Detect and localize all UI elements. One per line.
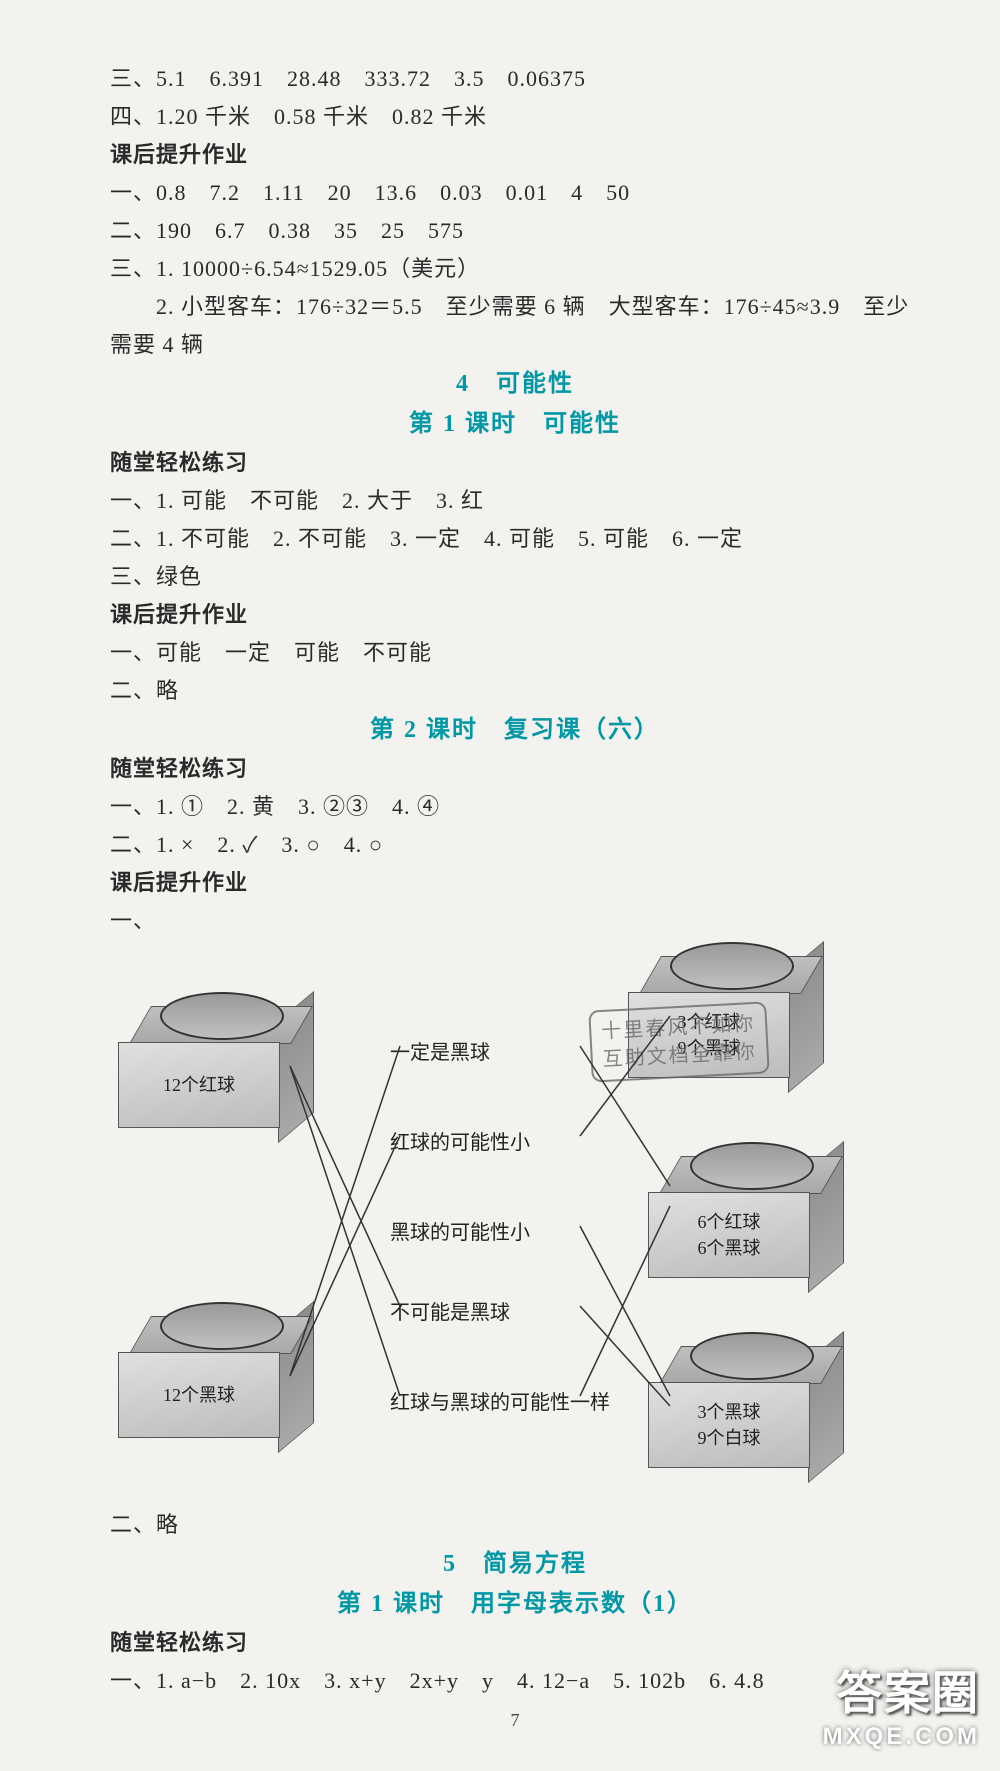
text-line: 三、绿色 (110, 558, 920, 596)
text-line: 一、可能 一定 可能 不可能 (110, 634, 920, 672)
text-line: 三、5.1 6.391 28.48 333.72 3.5 0.06375 (110, 60, 920, 98)
lesson-heading: 第 1 课时 用字母表示数（1） (110, 1584, 920, 1624)
text-line: 一、1. 可能 不可能 2. 大于 3. 红 (110, 482, 920, 520)
page-number: 7 (110, 1710, 920, 1731)
text-line: 二、1. × 2. ✓ 3. ○ 4. ○ (110, 826, 920, 864)
section-title: 随堂轻松练习 (110, 1624, 920, 1662)
page: 三、5.1 6.391 28.48 333.72 3.5 0.06375 四、1… (0, 0, 1000, 1771)
section-title: 随堂轻松练习 (110, 750, 920, 788)
text-line: 一、1. ① 2. 黄 3. ②③ 4. ④ (110, 788, 920, 826)
matching-diagram: 12个红球12个黑球3个红球9个黑球6个红球6个黑球3个黑球9个白球一定是黑球红… (110, 946, 910, 1506)
lesson-heading: 第 2 课时 复习课（六） (110, 710, 920, 750)
section-title: 课后提升作业 (110, 136, 920, 174)
lesson-heading: 第 1 课时 可能性 (110, 404, 920, 444)
text-line: 二、1. 不可能 2. 不可能 3. 一定 4. 可能 5. 可能 6. 一定 (110, 520, 920, 558)
text-line: 一、0.8 7.2 1.11 20 13.6 0.03 0.01 4 50 (110, 174, 920, 212)
watermark-url: MXQE.COM (823, 1723, 980, 1751)
watermark-text: 答案圈 (823, 1657, 980, 1723)
text-line: 二、略 (110, 1506, 920, 1544)
section-title: 课后提升作业 (110, 596, 920, 634)
connection-lines (110, 946, 910, 1506)
watermark: 答案圈 MXQE.COM (823, 1657, 980, 1751)
text-line: 二、略 (110, 672, 920, 710)
text-line: 一、 (110, 902, 920, 940)
chapter-heading: 4 可能性 (110, 364, 920, 404)
chapter-heading: 5 简易方程 (110, 1544, 920, 1584)
text-line: 一、1. a−b 2. 10x 3. x+y 2x+y y 4. 12−a 5.… (110, 1662, 920, 1700)
section-title: 课后提升作业 (110, 864, 920, 902)
text-line: 二、190 6.7 0.38 35 25 575 (110, 212, 920, 250)
section-title: 随堂轻松练习 (110, 444, 920, 482)
text-line: 三、1. 10000÷6.54≈1529.05（美元） (110, 250, 920, 288)
text-line: 四、1.20 千米 0.58 千米 0.82 千米 (110, 98, 920, 136)
text-line: 2. 小型客车：176÷32＝5.5 至少需要 6 辆 大型客车：176÷45≈… (110, 288, 920, 364)
